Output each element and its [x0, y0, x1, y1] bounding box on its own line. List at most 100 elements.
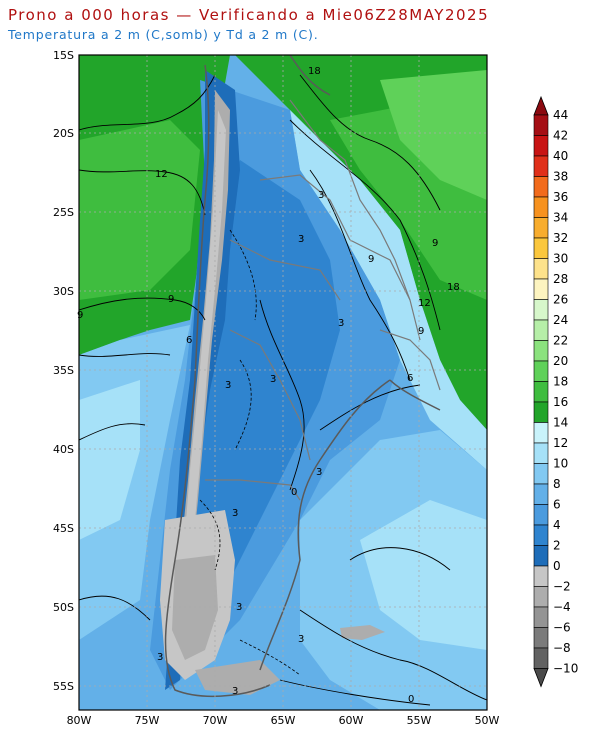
contour-label: 3 — [225, 380, 231, 391]
colorbar-level-label: 24 — [553, 313, 568, 327]
colorbar-swatch — [533, 217, 549, 239]
colorbar-swatch — [533, 422, 549, 444]
colorbar-swatch — [533, 360, 549, 382]
colorbar-level-label: 14 — [553, 416, 568, 430]
contour-label: 3 — [157, 652, 163, 663]
lon-label: 60W — [339, 714, 364, 727]
colorbar-level-label: 16 — [553, 395, 568, 409]
colorbar-level-label: 20 — [553, 354, 568, 368]
colorbar-swatch — [533, 401, 549, 423]
contour-label: 3 — [232, 686, 238, 697]
colorbar-swatch — [533, 319, 549, 341]
lat-label: 35S — [53, 364, 74, 377]
colorbar-swatch — [533, 565, 549, 587]
lat-label: 15S — [53, 49, 74, 62]
map-subtitle: Temperatura a 2 m (C,somb) y Td a 2 m (C… — [8, 27, 319, 42]
contour-label: 18 — [447, 282, 460, 293]
contour-label: 6 — [186, 335, 192, 346]
contour-label: 6 — [407, 373, 413, 384]
colorbar-swatch — [533, 483, 549, 505]
lat-label: 20S — [53, 127, 74, 140]
colorbar-swatch — [533, 196, 549, 218]
contour-label: 3 — [298, 234, 304, 245]
contour-label: 3 — [338, 318, 344, 329]
lon-label: 55W — [407, 714, 432, 727]
lat-label: 40S — [53, 443, 74, 456]
colorbar-level-label: −6 — [553, 621, 571, 635]
lat-label: 50S — [53, 601, 74, 614]
contour-label: 0 — [408, 694, 414, 705]
colorbar-level-label: 34 — [553, 211, 568, 225]
colorbar-level-label: 28 — [553, 272, 568, 286]
colorbar-level-label: 4 — [553, 518, 561, 532]
colorbar-level-label: 32 — [553, 231, 568, 245]
colorbar-level-label: −2 — [553, 580, 571, 594]
colorbar-max-arrow — [533, 95, 549, 116]
lat-lon-grid — [79, 55, 487, 710]
colorbar-level-label: 22 — [553, 334, 568, 348]
contour-label: 3 — [316, 467, 322, 478]
colorbar-swatch — [533, 278, 549, 300]
colorbar-min-arrow — [533, 668, 549, 688]
colorbar-swatch — [533, 463, 549, 485]
country-borders — [205, 99, 441, 501]
colorbar-level-label: 10 — [553, 457, 568, 471]
colorbar-swatch — [533, 155, 549, 177]
contour-label: 0 — [291, 487, 297, 498]
contour-label: 3 — [232, 508, 238, 519]
colorbar-swatch — [533, 114, 549, 136]
colorbar-level-label: 44 — [553, 108, 568, 122]
lat-label: 45S — [53, 522, 74, 535]
colorbar-swatch — [533, 340, 549, 362]
lat-label: 30S — [53, 285, 74, 298]
lon-label: 70W — [203, 714, 228, 727]
colorbar-swatch — [533, 299, 549, 321]
colorbar-swatch — [533, 504, 549, 526]
lon-label: 65W — [271, 714, 296, 727]
colorbar-level-label: 26 — [553, 293, 568, 307]
colorbar: 4442403836343230282624222018161412108642… — [533, 95, 578, 688]
lon-label: 50W — [475, 714, 500, 727]
map-title: Prono a 000 horas — Verificando a Mie06Z… — [8, 6, 490, 24]
colorbar-swatch — [533, 135, 549, 157]
colorbar-level-label: 8 — [553, 477, 561, 491]
colorbar-level-label: 18 — [553, 375, 568, 389]
colorbar-swatch — [533, 545, 549, 567]
contour-label: 12 — [418, 298, 431, 309]
contour-label: 3 — [298, 634, 304, 645]
contour-label: 18 — [308, 66, 321, 77]
negative-contours — [199, 229, 301, 676]
colorbar-level-label: 12 — [553, 436, 568, 450]
contour-label: 9 — [168, 294, 174, 305]
colorbar-level-label: 2 — [553, 539, 561, 553]
colorbar-swatch — [533, 627, 549, 649]
colorbar-level-label: 6 — [553, 498, 561, 512]
contour-label: 9 — [418, 326, 424, 337]
contour-label: 3 — [318, 190, 324, 201]
lat-label: 25S — [53, 206, 74, 219]
dewpoint-contours — [79, 74, 487, 706]
contour-label: 3 — [236, 602, 242, 613]
colorbar-level-label: 30 — [553, 252, 568, 266]
colorbar-swatch — [533, 176, 549, 198]
colorbar-level-label: 40 — [553, 149, 568, 163]
colorbar-level-label: −4 — [553, 600, 571, 614]
colorbar-swatch — [533, 237, 549, 259]
lon-label: 80W — [67, 714, 92, 727]
longitude-axis: 80W 75W 70W 65W 60W 55W 50W — [67, 714, 500, 727]
lon-label: 75W — [135, 714, 160, 727]
colorbar-level-label: −8 — [553, 641, 571, 655]
colorbar-swatch — [533, 258, 549, 280]
colorbar-level-label: −10 — [553, 662, 578, 676]
latitude-axis: 15S 20S 25S 30S 35S 40S 45S 50S 55S — [53, 49, 74, 693]
colorbar-level-label: 38 — [553, 170, 568, 184]
colorbar-swatch — [533, 606, 549, 628]
lat-label: 55S — [53, 680, 74, 693]
colorbar-level-label: 42 — [553, 129, 568, 143]
colorbar-swatch — [533, 647, 549, 669]
colorbar-swatch — [533, 381, 549, 403]
map-frame — [78, 54, 488, 711]
contour-label-group: 18 12 9 9 9 3 3 3 3 6 12 18 9 6 3 0 3 3 … — [77, 66, 460, 705]
contour-label: 12 — [155, 169, 168, 180]
